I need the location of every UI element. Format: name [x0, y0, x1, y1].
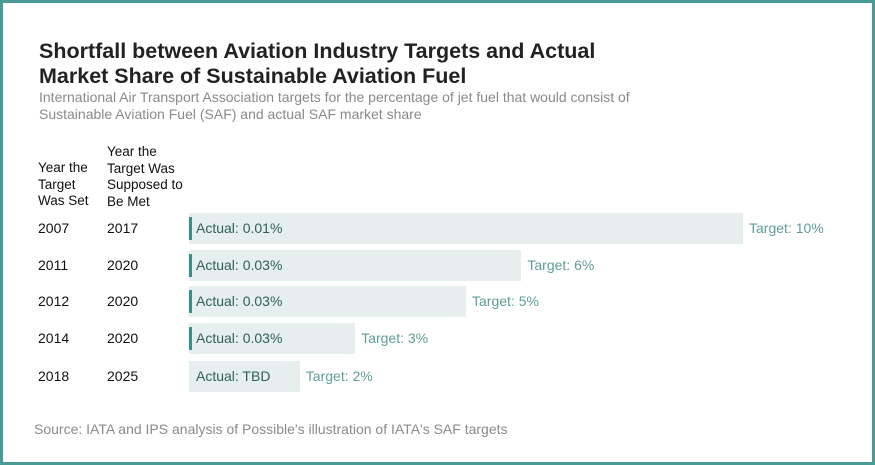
actual-label: Actual: 0.03%	[196, 293, 283, 309]
year-set-cell: 2014	[38, 330, 70, 346]
actual-label: Actual: 0.03%	[196, 257, 283, 273]
year-met-cell: 2025	[107, 368, 139, 384]
actual-marker	[189, 290, 192, 313]
chart-subtitle: International Air Transport Association …	[39, 89, 630, 122]
year-met-cell: 2017	[107, 220, 139, 236]
target-bar	[189, 323, 356, 354]
target-bar	[189, 286, 466, 317]
source-note: Source: IATA and IPS analysis of Possibl…	[34, 421, 508, 437]
year-met-cell: 2020	[107, 293, 139, 309]
chart-title: Shortfall between Aviation Industry Targ…	[39, 39, 596, 88]
target-label: Target: 5%	[472, 293, 539, 309]
year-met-cell: 2020	[107, 330, 139, 346]
target-label: Target: 2%	[305, 368, 373, 384]
header-year-set: Year the Target Was Set	[38, 160, 89, 208]
target-bar	[189, 213, 743, 244]
year-set-cell: 2007	[38, 220, 70, 236]
target-label: Target: 6%	[527, 257, 595, 273]
actual-marker	[189, 217, 192, 240]
actual-marker	[189, 327, 192, 350]
year-met-cell: 2020	[107, 257, 139, 273]
target-bar	[189, 250, 522, 281]
actual-label: Actual: 0.03%	[196, 330, 283, 346]
target-label: Target: 10%	[749, 220, 824, 236]
year-set-cell: 2011	[38, 257, 69, 273]
actual-marker	[189, 254, 192, 277]
year-set-cell: 2018	[38, 368, 70, 384]
year-set-cell: 2012	[38, 293, 70, 309]
header-year-met: Year the Target Was Supposed to Be Met	[107, 144, 183, 209]
target-bar	[189, 361, 300, 392]
target-label: Target: 3%	[361, 330, 429, 346]
actual-label: Actual: 0.01%	[196, 220, 283, 236]
actual-label: Actual: TBD	[196, 368, 271, 384]
